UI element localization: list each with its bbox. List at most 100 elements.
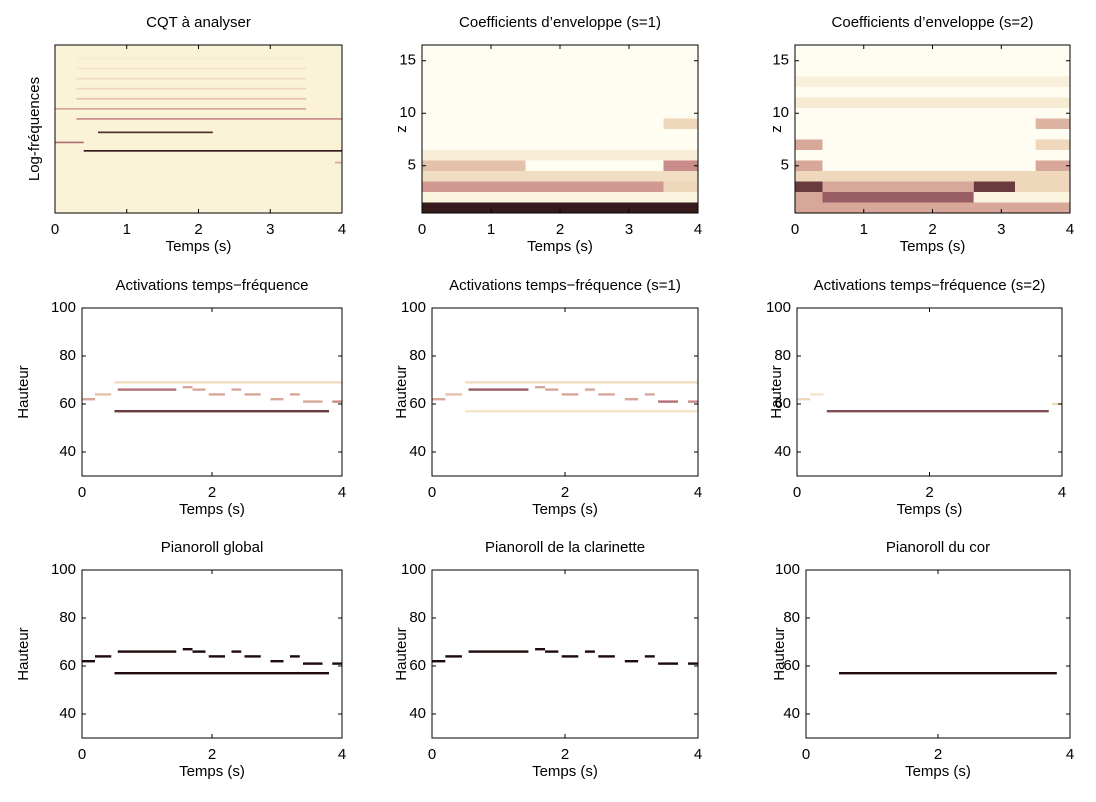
chart-title: Pianoroll de la clarinette bbox=[485, 539, 645, 556]
activation-cell bbox=[422, 202, 698, 213]
x-tick-label: 3 bbox=[997, 221, 1005, 238]
x-tick-label: 4 bbox=[1058, 484, 1066, 501]
y-tick-label: 80 bbox=[59, 609, 76, 626]
activation-cell bbox=[795, 192, 823, 203]
x-tick-label: 4 bbox=[694, 484, 702, 501]
activation-cell bbox=[545, 388, 559, 391]
activation-cell bbox=[445, 655, 462, 658]
activation-cell bbox=[76, 77, 307, 80]
y-axis-label: Hauteur bbox=[768, 365, 785, 418]
activation-cell bbox=[624, 660, 639, 663]
activation-cell bbox=[1052, 402, 1062, 406]
x-tick-label: 4 bbox=[338, 221, 346, 238]
activation-cell bbox=[244, 655, 261, 658]
x-tick-label: 2 bbox=[208, 484, 216, 501]
y-tick-label: 40 bbox=[59, 705, 76, 722]
x-tick-label: 0 bbox=[791, 221, 799, 238]
activation-cell bbox=[795, 76, 1070, 87]
activation-cell bbox=[231, 650, 242, 653]
activation-cell bbox=[208, 393, 225, 396]
activation-cell bbox=[465, 410, 698, 413]
y-tick-label: 100 bbox=[766, 299, 791, 316]
activation-cell bbox=[422, 181, 664, 192]
activation-cell bbox=[1015, 181, 1070, 192]
y-tick-label: 40 bbox=[409, 443, 426, 460]
x-tick-label: 0 bbox=[51, 221, 59, 238]
activation-cell bbox=[795, 171, 1070, 182]
activation-cell bbox=[795, 181, 823, 192]
activation-cell bbox=[114, 672, 329, 675]
plot-background bbox=[55, 45, 342, 213]
activation-cell bbox=[624, 398, 639, 401]
y-tick-label: 100 bbox=[401, 299, 426, 316]
activation-cell bbox=[545, 650, 559, 653]
plot-background bbox=[432, 308, 698, 476]
chart-title: Coefficients d’enveloppe (s=1) bbox=[459, 14, 661, 31]
x-tick-label: 4 bbox=[1066, 746, 1074, 763]
activation-cell bbox=[1035, 160, 1070, 171]
activation-cell bbox=[98, 131, 213, 134]
activation-cell bbox=[598, 655, 615, 658]
y-tick-label: 60 bbox=[409, 657, 426, 674]
y-axis-label: Hauteur bbox=[15, 627, 32, 680]
x-axis-label: Temps (s) bbox=[527, 238, 593, 255]
x-axis-label: Temps (s) bbox=[897, 501, 963, 518]
activation-cell bbox=[303, 400, 323, 403]
activation-cell bbox=[117, 650, 177, 653]
x-axis-label: Temps (s) bbox=[905, 763, 971, 780]
chart-title: Pianoroll global bbox=[161, 539, 264, 556]
activation-cell bbox=[422, 150, 698, 161]
y-tick-label: 60 bbox=[409, 395, 426, 412]
plot-background bbox=[797, 308, 1062, 476]
x-tick-label: 4 bbox=[338, 484, 346, 501]
x-tick-label: 0 bbox=[78, 746, 86, 763]
x-tick-label: 0 bbox=[428, 746, 436, 763]
activation-cell bbox=[76, 118, 343, 120]
activation-cell bbox=[465, 381, 698, 384]
activation-cell bbox=[303, 662, 323, 665]
activation-cell bbox=[795, 160, 823, 171]
chart-title: Activations temps−fréquence (s=2) bbox=[814, 277, 1046, 294]
activation-cell bbox=[270, 398, 284, 401]
x-tick-label: 4 bbox=[338, 746, 346, 763]
y-tick-label: 5 bbox=[408, 157, 416, 174]
activation-cell bbox=[839, 672, 1057, 675]
y-axis-label: Hauteur bbox=[393, 627, 410, 680]
activation-cell bbox=[598, 393, 615, 396]
activation-cell bbox=[432, 660, 446, 663]
activation-cell bbox=[795, 139, 823, 150]
activation-cell bbox=[584, 388, 595, 391]
y-tick-label: 10 bbox=[772, 104, 789, 121]
x-tick-label: 4 bbox=[694, 221, 702, 238]
activation-cell bbox=[55, 141, 84, 144]
x-tick-label: 2 bbox=[561, 484, 569, 501]
y-tick-label: 40 bbox=[774, 443, 791, 460]
activation-cell bbox=[422, 192, 698, 203]
activation-cell bbox=[182, 648, 193, 651]
y-tick-label: 80 bbox=[774, 347, 791, 364]
activation-cell bbox=[822, 192, 974, 203]
activation-cell bbox=[334, 161, 342, 164]
plot-background bbox=[806, 570, 1070, 738]
y-tick-label: 40 bbox=[59, 443, 76, 460]
x-tick-label: 0 bbox=[793, 484, 801, 501]
activation-cell bbox=[76, 57, 307, 60]
chart-title: CQT à analyser bbox=[146, 14, 251, 31]
activation-cell bbox=[688, 662, 698, 665]
x-tick-label: 2 bbox=[925, 484, 933, 501]
y-tick-label: 80 bbox=[783, 609, 800, 626]
activation-cell bbox=[114, 381, 342, 384]
x-tick-label: 0 bbox=[428, 484, 436, 501]
y-tick-label: 80 bbox=[409, 347, 426, 364]
activation-cell bbox=[663, 160, 698, 171]
activation-cell bbox=[208, 655, 225, 658]
y-axis-label: Log-fréquences bbox=[26, 77, 43, 181]
activation-cell bbox=[561, 655, 579, 658]
activation-cell bbox=[644, 393, 655, 396]
activation-cell bbox=[535, 648, 546, 651]
activation-cell bbox=[422, 171, 698, 182]
x-tick-label: 0 bbox=[802, 746, 810, 763]
activation-cell bbox=[95, 655, 112, 658]
x-axis-label: Temps (s) bbox=[532, 763, 598, 780]
activation-cell bbox=[117, 388, 177, 391]
